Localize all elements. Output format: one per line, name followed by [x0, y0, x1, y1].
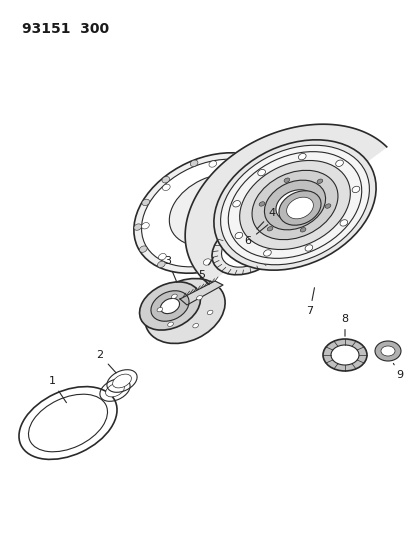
Ellipse shape: [298, 154, 305, 160]
Ellipse shape: [264, 180, 325, 230]
Ellipse shape: [142, 199, 149, 206]
Ellipse shape: [316, 179, 322, 183]
Ellipse shape: [145, 279, 225, 343]
Ellipse shape: [139, 246, 147, 252]
Text: 5: 5: [198, 257, 213, 280]
Ellipse shape: [133, 224, 141, 230]
Ellipse shape: [203, 259, 211, 265]
Text: 1: 1: [48, 376, 66, 403]
Ellipse shape: [207, 310, 212, 314]
Ellipse shape: [221, 227, 274, 267]
Ellipse shape: [252, 171, 337, 240]
Ellipse shape: [283, 178, 289, 182]
Ellipse shape: [105, 383, 124, 397]
Ellipse shape: [158, 254, 166, 260]
Ellipse shape: [139, 282, 200, 330]
Ellipse shape: [196, 295, 202, 300]
Ellipse shape: [335, 160, 342, 166]
Text: 9: 9: [392, 364, 403, 380]
Ellipse shape: [299, 228, 305, 232]
Polygon shape: [180, 281, 223, 305]
Ellipse shape: [171, 294, 177, 298]
Ellipse shape: [304, 245, 312, 251]
Ellipse shape: [278, 191, 320, 225]
Ellipse shape: [239, 160, 349, 249]
Text: 6: 6: [244, 225, 267, 246]
Ellipse shape: [211, 219, 283, 275]
Ellipse shape: [374, 341, 400, 361]
Ellipse shape: [169, 174, 260, 246]
Ellipse shape: [192, 324, 198, 328]
Ellipse shape: [263, 250, 271, 256]
Ellipse shape: [214, 140, 375, 270]
Ellipse shape: [209, 161, 216, 167]
Ellipse shape: [286, 197, 313, 219]
Ellipse shape: [151, 291, 189, 321]
Ellipse shape: [322, 339, 366, 371]
Ellipse shape: [324, 204, 330, 208]
Ellipse shape: [162, 184, 170, 191]
Text: 3: 3: [164, 256, 176, 282]
Ellipse shape: [28, 394, 107, 452]
Ellipse shape: [339, 220, 347, 226]
Ellipse shape: [160, 298, 179, 313]
Ellipse shape: [161, 176, 169, 183]
Ellipse shape: [249, 236, 257, 242]
Ellipse shape: [275, 190, 313, 220]
Ellipse shape: [259, 201, 264, 206]
Text: 4: 4: [256, 208, 275, 229]
Ellipse shape: [380, 346, 394, 356]
Ellipse shape: [232, 200, 240, 207]
Ellipse shape: [220, 145, 368, 265]
Ellipse shape: [253, 166, 261, 173]
Ellipse shape: [266, 227, 272, 231]
Ellipse shape: [351, 186, 359, 192]
Ellipse shape: [141, 159, 278, 267]
Ellipse shape: [257, 169, 265, 176]
Text: 93151  300: 93151 300: [22, 22, 109, 36]
Ellipse shape: [190, 160, 197, 166]
Ellipse shape: [112, 374, 131, 388]
Ellipse shape: [133, 153, 285, 273]
Ellipse shape: [167, 322, 173, 327]
Text: 8: 8: [341, 314, 348, 336]
Ellipse shape: [157, 308, 162, 312]
Ellipse shape: [235, 232, 242, 239]
Ellipse shape: [330, 345, 358, 365]
Ellipse shape: [157, 261, 165, 268]
Ellipse shape: [141, 223, 149, 229]
Text: 7: 7: [306, 288, 314, 316]
Polygon shape: [185, 124, 386, 284]
Ellipse shape: [270, 197, 278, 204]
Text: 2: 2: [96, 350, 116, 373]
